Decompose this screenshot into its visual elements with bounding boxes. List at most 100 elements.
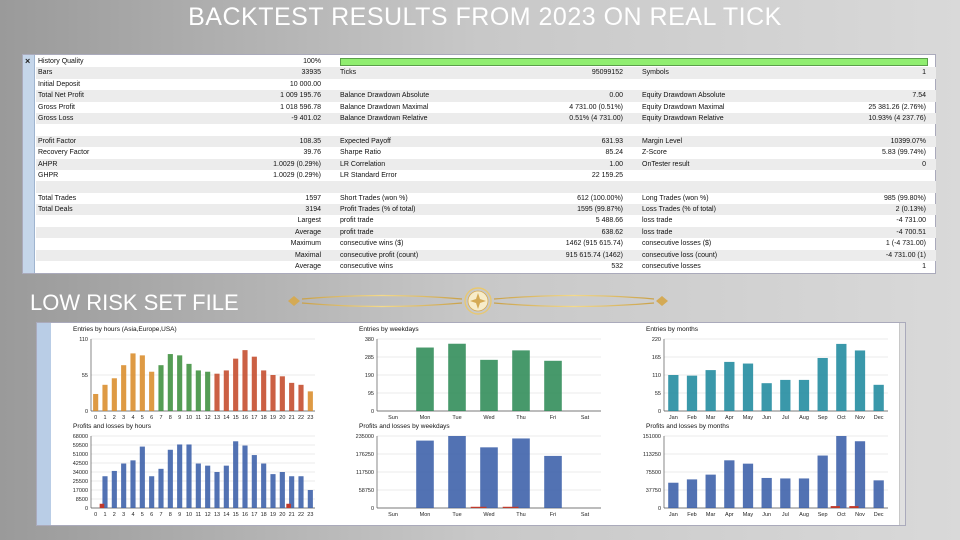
chart-svg: 0 55 110 165 220 Jan Feb Mar Apr May Jun Jul Aug Sep O… xyxy=(652,337,888,421)
report-cell-c1r: Maximum xyxy=(290,240,321,248)
x-tick-label: Mar xyxy=(706,415,716,421)
y-tick-label: 113250 xyxy=(643,452,661,458)
report-cell-c3: Expected Payoff xyxy=(340,137,391,145)
report-row: Total Deals 3194 Profit Trades (% of total… xyxy=(36,204,936,216)
x-tick-label: Jan xyxy=(669,512,678,518)
report-cell-c3: consecutive wins ($) xyxy=(340,240,404,248)
y-tick-label: 151000 xyxy=(643,434,661,440)
report-cell-c5: Loss Trades (% of total) xyxy=(642,206,716,214)
bar xyxy=(307,391,313,411)
chart-3: Profits and losses by hours 0 8500 17000 255… xyxy=(71,423,319,520)
x-tick-label: 11 xyxy=(195,512,201,518)
x-tick-label: Jun xyxy=(762,512,771,518)
report-cell-c1: Total Trades xyxy=(38,194,77,202)
report-cell-c4: 22 159.25 xyxy=(591,171,623,179)
report-row: Largest profit trade 5 488.66 loss trade -4 … xyxy=(36,215,936,226)
y-tick-label: 117500 xyxy=(356,470,374,476)
y-tick-label: 34000 xyxy=(73,470,88,476)
report-cell-c2: 10 000.00 xyxy=(289,80,321,88)
bar xyxy=(149,371,155,411)
report-cell-c3: LR Standard Error xyxy=(340,171,397,179)
scrollbar[interactable] xyxy=(899,323,905,525)
bar xyxy=(817,357,828,411)
report-cell-c1: Total Net Profit xyxy=(38,92,84,100)
report-row: Gross Loss -9 401.02 Balance Drawdown Rela… xyxy=(36,112,936,125)
x-tick-label: 15 xyxy=(233,512,239,518)
headline: BACKTEST RESULTS FROM 2023 ON REAL TICK xyxy=(188,3,782,31)
report-cell-c5: loss trade xyxy=(642,228,673,236)
x-tick-label: Jul xyxy=(782,415,789,421)
y-tick-label: 235000 xyxy=(356,434,374,440)
x-tick-label: Sun xyxy=(388,415,398,421)
report-cell-c1: Initial Deposit xyxy=(38,80,81,88)
bar xyxy=(298,476,304,508)
bar xyxy=(167,449,173,508)
x-tick-label: Feb xyxy=(687,415,696,421)
bar xyxy=(448,343,466,411)
report-cell-c5: Z-Score xyxy=(642,149,667,157)
bar xyxy=(289,382,295,411)
x-tick-label: Tue xyxy=(452,415,461,421)
report-cell-c4: 631.93 xyxy=(601,137,623,145)
x-tick-label: 4 xyxy=(131,512,134,518)
bar xyxy=(233,441,239,508)
loss-bar xyxy=(286,503,291,508)
x-tick-label: 10 xyxy=(186,512,192,518)
bar xyxy=(214,373,220,411)
bar xyxy=(186,363,192,411)
report-cell-c2: 39.76 xyxy=(303,149,321,157)
bar xyxy=(686,375,698,411)
y-tick-label: 176250 xyxy=(356,452,374,458)
report-row: Profit Factor 108.35 Expected Payoff 631.93… xyxy=(36,135,936,148)
report-cell-c4: 95099152 xyxy=(591,69,623,77)
bar xyxy=(251,455,257,508)
report-side-bar xyxy=(23,55,35,273)
report-table: History Quality 100% Bars 33935 Ticks 9509915… xyxy=(36,56,936,272)
x-tick-label: 10 xyxy=(186,415,192,421)
report-row: Gross Profit 1 018 596.78 Balance Drawdown… xyxy=(36,102,936,113)
bar xyxy=(158,468,164,508)
bar xyxy=(214,472,220,508)
report-cell-c6: 5.83 (99.74%) xyxy=(882,149,926,157)
bar xyxy=(416,347,434,411)
report-cell-c5: Margin Level xyxy=(642,137,683,145)
x-tick-label: 23 xyxy=(307,512,313,518)
close-icon[interactable]: × xyxy=(25,56,31,66)
chart-title: Profits and losses by weekdays xyxy=(359,423,450,430)
report-cell-c1r: Maximal xyxy=(294,251,321,259)
report-cell-c5: consecutive losses ($) xyxy=(642,240,712,248)
x-tick-label: 1 xyxy=(103,512,106,518)
report-cell-c1r: Largest xyxy=(297,217,321,225)
bar xyxy=(130,353,136,411)
x-tick-label: 12 xyxy=(205,512,211,518)
x-tick-label: Fri xyxy=(550,415,556,421)
x-tick-label: Mon xyxy=(420,512,431,518)
chart-title: Profits and losses by months xyxy=(646,423,730,430)
bar xyxy=(102,384,108,411)
bar xyxy=(205,371,211,411)
bar xyxy=(279,472,285,508)
x-tick-label: 19 xyxy=(270,415,276,421)
bar xyxy=(130,460,136,508)
x-tick-label: 9 xyxy=(178,512,181,518)
report-cell-c4: 5 488.66 xyxy=(595,217,623,225)
x-tick-label: 14 xyxy=(223,512,229,518)
x-tick-label: 13 xyxy=(214,512,220,518)
x-tick-label: 6 xyxy=(150,415,153,421)
x-tick-label: Sat xyxy=(581,415,590,421)
report-cell-c5: Long Trades (won %) xyxy=(642,194,709,202)
history-quality-bar xyxy=(340,58,928,66)
report-cell-c2: 1597 xyxy=(305,194,321,202)
bar xyxy=(686,479,698,508)
chart-svg: 0 37750 75500 113250 151000 Jan Feb Mar Apr May Ju… xyxy=(643,434,888,518)
bar xyxy=(289,476,295,508)
x-tick-label: Sep xyxy=(818,512,828,518)
report-cell-c1r: Average xyxy=(295,228,321,236)
report-cell-c6: 10.93% (4 237.76) xyxy=(868,114,926,122)
bar xyxy=(742,463,754,508)
x-tick-label: Sat xyxy=(581,512,590,518)
bar xyxy=(298,384,304,411)
report-cell-c6: 1 xyxy=(922,69,926,77)
report-cell-c5: consecutive loss (count) xyxy=(642,251,718,259)
bar xyxy=(854,350,866,411)
